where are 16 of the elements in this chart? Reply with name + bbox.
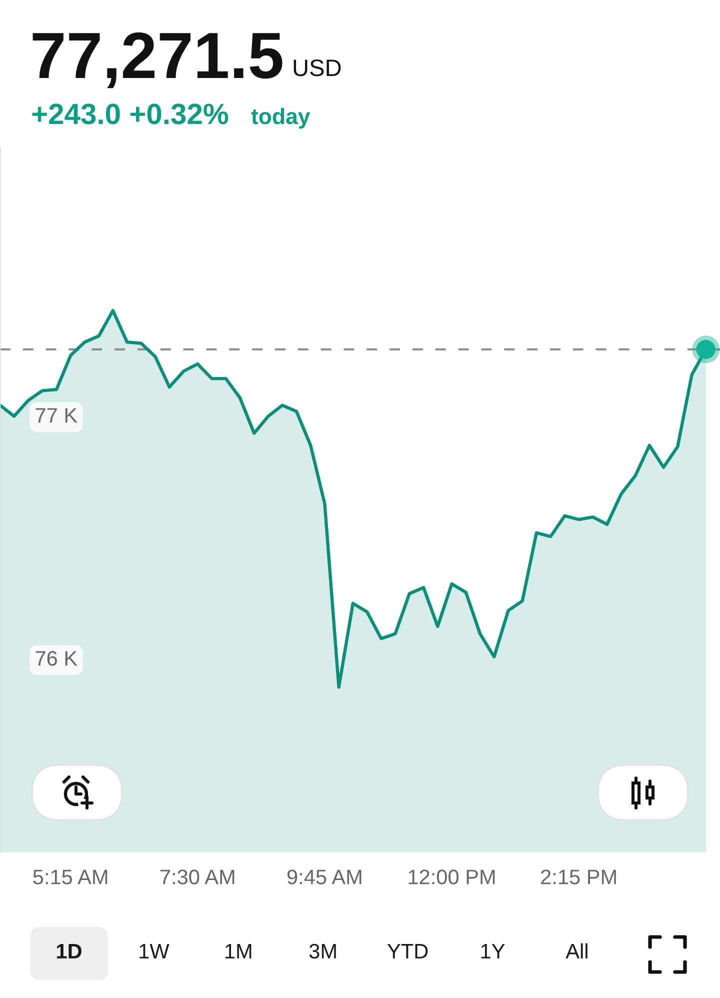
x-tick-label: 9:45 AM [287,870,362,884]
chart-subtitle: +243.0 +0.32% today [32,104,310,129]
text: 1Y [481,944,505,958]
text: 3M [309,944,336,959]
x-tick-label: 5:15 AM [33,870,108,884]
text: 1W [140,944,170,958]
x-tick-label: 2:15 PM [541,870,616,884]
text: YTD [387,944,428,958]
text: 1D [56,944,82,958]
x-tick-label: 12:00 PM [408,870,495,884]
text: 1M [226,944,252,958]
text: All [566,943,588,958]
y-tick-label: 76 K [36,651,78,666]
y-tick-label: 77 K [36,408,78,423]
chart-title: 77,271.5 USD [32,32,341,88]
x-tick-label: 7:30 AM [160,870,234,884]
